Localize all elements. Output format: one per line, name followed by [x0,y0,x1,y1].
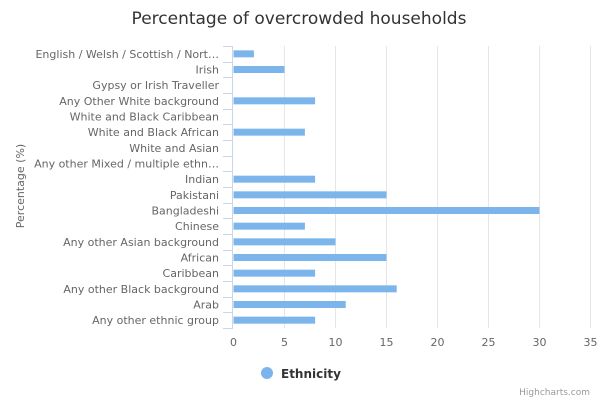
category-label: African [181,252,219,265]
bar[interactable] [233,50,254,58]
category-label: Chinese [175,220,219,233]
category-label: Arab [193,299,219,312]
bar[interactable] [233,66,285,73]
x-tick-label: 25 [482,336,496,349]
category-label: Any other ethnic group [92,314,219,327]
category-label: Any other Black background [63,283,219,296]
category-label: White and Asian [129,142,219,155]
x-tick-label: 5 [281,336,288,349]
legend-item-ethnicity[interactable]: Ethnicity [261,367,341,381]
category-label: Irish [195,64,219,77]
bar[interactable] [233,128,305,136]
category-label: Caribbean [163,267,219,280]
x-tick-label: 20 [431,336,445,349]
chart-title: Percentage of overcrowded households [132,9,467,29]
x-tick-label: 30 [533,336,547,349]
x-tick-label: 35 [584,336,598,349]
legend-label: Ethnicity [281,367,341,381]
category-label: Any other Asian background [63,236,219,249]
category-label: Any Other White background [59,95,219,108]
category-label: White and Black African [88,126,219,139]
bar[interactable] [233,285,397,293]
category-label: Pakistani [170,189,219,202]
bar[interactable] [233,175,316,183]
bar-series [233,50,540,324]
x-tick-label: 0 [230,336,237,349]
bar[interactable] [233,254,387,261]
bar[interactable] [233,207,540,214]
category-label: White and Black Caribbean [70,111,219,124]
category-label: Any other Mixed / multiple ethn… [34,158,219,171]
legend-marker-icon [261,367,273,379]
x-tick-label: 15 [380,336,394,349]
bar[interactable] [233,269,316,277]
bar[interactable] [233,301,346,308]
category-label: Indian [185,173,219,186]
grid [223,46,591,329]
category-label: English / Welsh / Scottish / Nort… [35,48,219,61]
bar[interactable] [233,191,387,199]
credits-link[interactable]: Highcharts.com [519,388,590,398]
bar[interactable] [233,316,316,324]
y-axis-title: Percentage (%) [14,144,27,228]
category-label: Bangladeshi [151,205,219,218]
category-label: Gypsy or Irish Traveller [92,79,219,92]
bar[interactable] [233,97,316,105]
value-axis-labels: 0 5 10 15 20 25 30 35 [230,336,598,349]
x-tick-label: 10 [329,336,343,349]
bar[interactable] [233,238,336,246]
category-axis-labels: English / Welsh / Scottish / Nort… Irish G… [34,48,219,327]
bar[interactable] [233,222,305,230]
